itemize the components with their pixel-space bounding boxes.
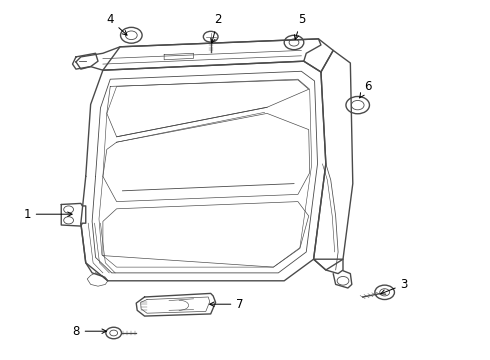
- Text: 1: 1: [23, 208, 72, 221]
- Text: 4: 4: [106, 13, 127, 35]
- Text: 6: 6: [360, 80, 371, 98]
- Text: 8: 8: [72, 325, 106, 338]
- Text: 5: 5: [294, 13, 305, 40]
- Text: 3: 3: [381, 278, 408, 294]
- Text: 2: 2: [211, 13, 222, 43]
- Text: 7: 7: [210, 298, 244, 311]
